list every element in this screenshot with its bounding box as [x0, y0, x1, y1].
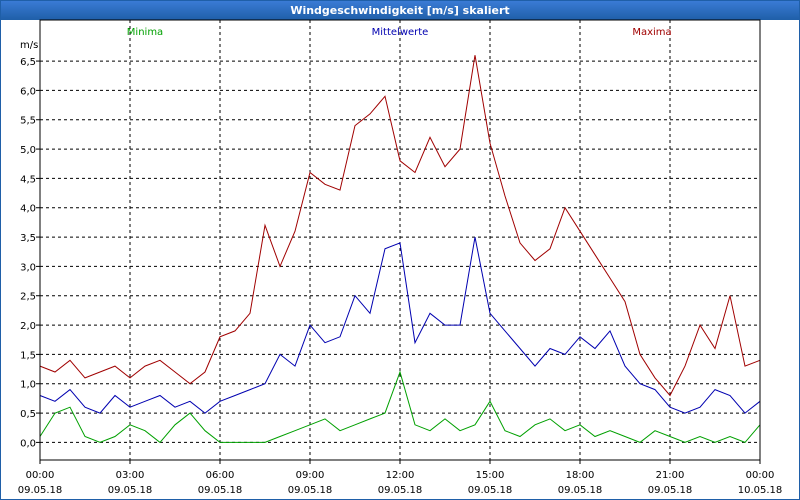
x-tick-date: 09.05.18 — [558, 485, 603, 496]
series-line-minima — [39, 370, 761, 444]
y-tick-label: 5,5 — [20, 116, 36, 127]
x-axis: 00:00 09.05.18 03:00 09.05.18 06:00 09.05.18 0… — [18, 460, 783, 496]
y-tick-label: 0,5 — [20, 409, 36, 420]
x-tick-date: 09.05.18 — [198, 485, 243, 496]
y-axis-label: m/s — [20, 40, 38, 51]
x-tick-date: 09.05.18 — [648, 485, 693, 496]
x-tick-time: 09:00 — [296, 470, 325, 481]
y-tick-label: 6,0 — [20, 86, 36, 97]
chart-title: Windgeschwindigkeit [m/s] skaliert — [1, 1, 799, 20]
y-tick-label: 4,5 — [20, 174, 36, 185]
legend-item-mittelwerte: Mittelwerte — [372, 27, 429, 38]
y-tick-label: 2,5 — [20, 292, 36, 303]
y-tick-label: 3,5 — [20, 233, 36, 244]
series-line-mittelwerte — [39, 237, 761, 414]
x-tick-date: 09.05.18 — [288, 485, 333, 496]
y-tick-label: 1,5 — [20, 350, 36, 361]
x-tick-time: 18:00 — [566, 470, 595, 481]
legend: Minima Mittelwerte Maxima — [127, 27, 672, 38]
x-tick-date: 09.05.18 — [378, 485, 423, 496]
x-tick-time: 21:00 — [656, 470, 685, 481]
y-tick-label: 2,0 — [20, 321, 36, 332]
y-tick-label: 6,5 — [20, 57, 36, 68]
y-tick-label: 0,0 — [20, 438, 36, 449]
x-tick-time: 00:00 — [746, 470, 775, 481]
legend-item-maxima: Maxima — [632, 27, 671, 38]
x-tick-date: 09.05.18 — [18, 485, 63, 496]
x-tick-time: 12:00 — [386, 470, 415, 481]
x-tick-time: 03:00 — [116, 470, 145, 481]
legend-item-minima: Minima — [127, 27, 163, 38]
series-line-maxima — [39, 55, 761, 397]
x-tick-time: 00:00 — [26, 470, 55, 481]
y-axis: 0,0 0,5 1,0 1,5 2,0 2,5 3,0 3,5 4,0 4,5 5,0 5,5 6,0 6… — [20, 57, 40, 449]
series-lines — [39, 55, 761, 444]
y-tick-label: 4,0 — [20, 204, 36, 215]
x-tick-date: 09.05.18 — [468, 485, 513, 496]
y-tick-label: 3,0 — [20, 262, 36, 273]
x-tick-time: 06:00 — [206, 470, 235, 481]
y-tick-label: 1,0 — [20, 380, 36, 391]
x-tick-time: 15:00 — [476, 470, 505, 481]
y-tick-label: 5,0 — [20, 145, 36, 156]
x-tick-date: 10.05.18 — [738, 485, 783, 496]
x-tick-date: 09.05.18 — [108, 485, 153, 496]
